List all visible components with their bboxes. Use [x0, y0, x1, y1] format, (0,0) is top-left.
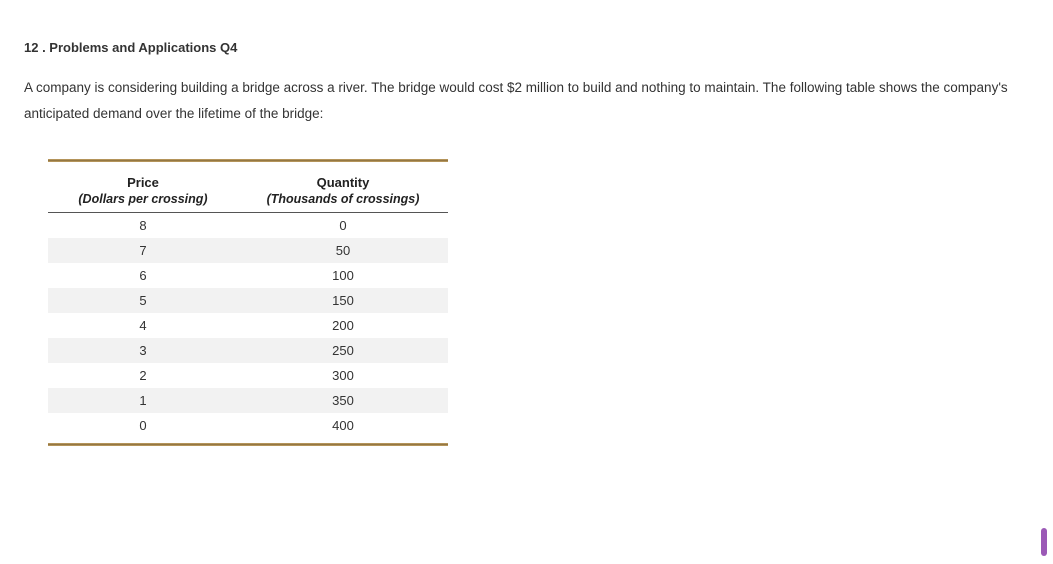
- cell-quantity: 0: [238, 213, 448, 239]
- table-row: 3 250: [48, 338, 448, 363]
- cell-quantity: 400: [238, 413, 448, 438]
- table-top-rule: [48, 159, 448, 162]
- page-container: 12 . Problems and Applications Q4 A comp…: [0, 40, 1053, 564]
- table-bottom-rule: [48, 443, 448, 446]
- table-row: 7 50: [48, 238, 448, 263]
- table-row: 8 0: [48, 213, 448, 239]
- cell-price: 0: [48, 413, 238, 438]
- cell-price: 1: [48, 388, 238, 413]
- cell-price: 5: [48, 288, 238, 313]
- table-row: 5 150: [48, 288, 448, 313]
- table-row: 0 400: [48, 413, 448, 438]
- cell-price: 6: [48, 263, 238, 288]
- table-row: 1 350: [48, 388, 448, 413]
- cell-quantity: 50: [238, 238, 448, 263]
- col-subheader-quantity: (Thousands of crossings): [238, 190, 448, 213]
- cell-price: 8: [48, 213, 238, 239]
- cell-quantity: 100: [238, 263, 448, 288]
- cell-quantity: 250: [238, 338, 448, 363]
- problem-body-text: A company is considering building a brid…: [24, 75, 1023, 126]
- cell-quantity: 150: [238, 288, 448, 313]
- col-subheader-price: (Dollars per crossing): [48, 190, 238, 213]
- table-row: 2 300: [48, 363, 448, 388]
- section-heading: 12 . Problems and Applications Q4: [24, 40, 1023, 55]
- cell-quantity: 300: [238, 363, 448, 388]
- col-header-quantity: Quantity: [238, 167, 448, 190]
- table-row: 4 200: [48, 313, 448, 338]
- demand-table-body: 8 0 7 50 6 100 5 150 4 200: [48, 213, 448, 439]
- demand-table-head: Price Quantity (Dollars per crossing) (T…: [48, 154, 448, 213]
- cell-price: 3: [48, 338, 238, 363]
- col-header-price: Price: [48, 167, 238, 190]
- demand-table-wrap: Price Quantity (Dollars per crossing) (T…: [48, 154, 448, 451]
- table-row: 6 100: [48, 263, 448, 288]
- demand-table: Price Quantity (Dollars per crossing) (T…: [48, 154, 448, 451]
- cell-price: 2: [48, 363, 238, 388]
- cell-price: 7: [48, 238, 238, 263]
- vertical-scrollbar-thumb[interactable]: [1041, 528, 1047, 556]
- cell-quantity: 200: [238, 313, 448, 338]
- cell-quantity: 350: [238, 388, 448, 413]
- cell-price: 4: [48, 313, 238, 338]
